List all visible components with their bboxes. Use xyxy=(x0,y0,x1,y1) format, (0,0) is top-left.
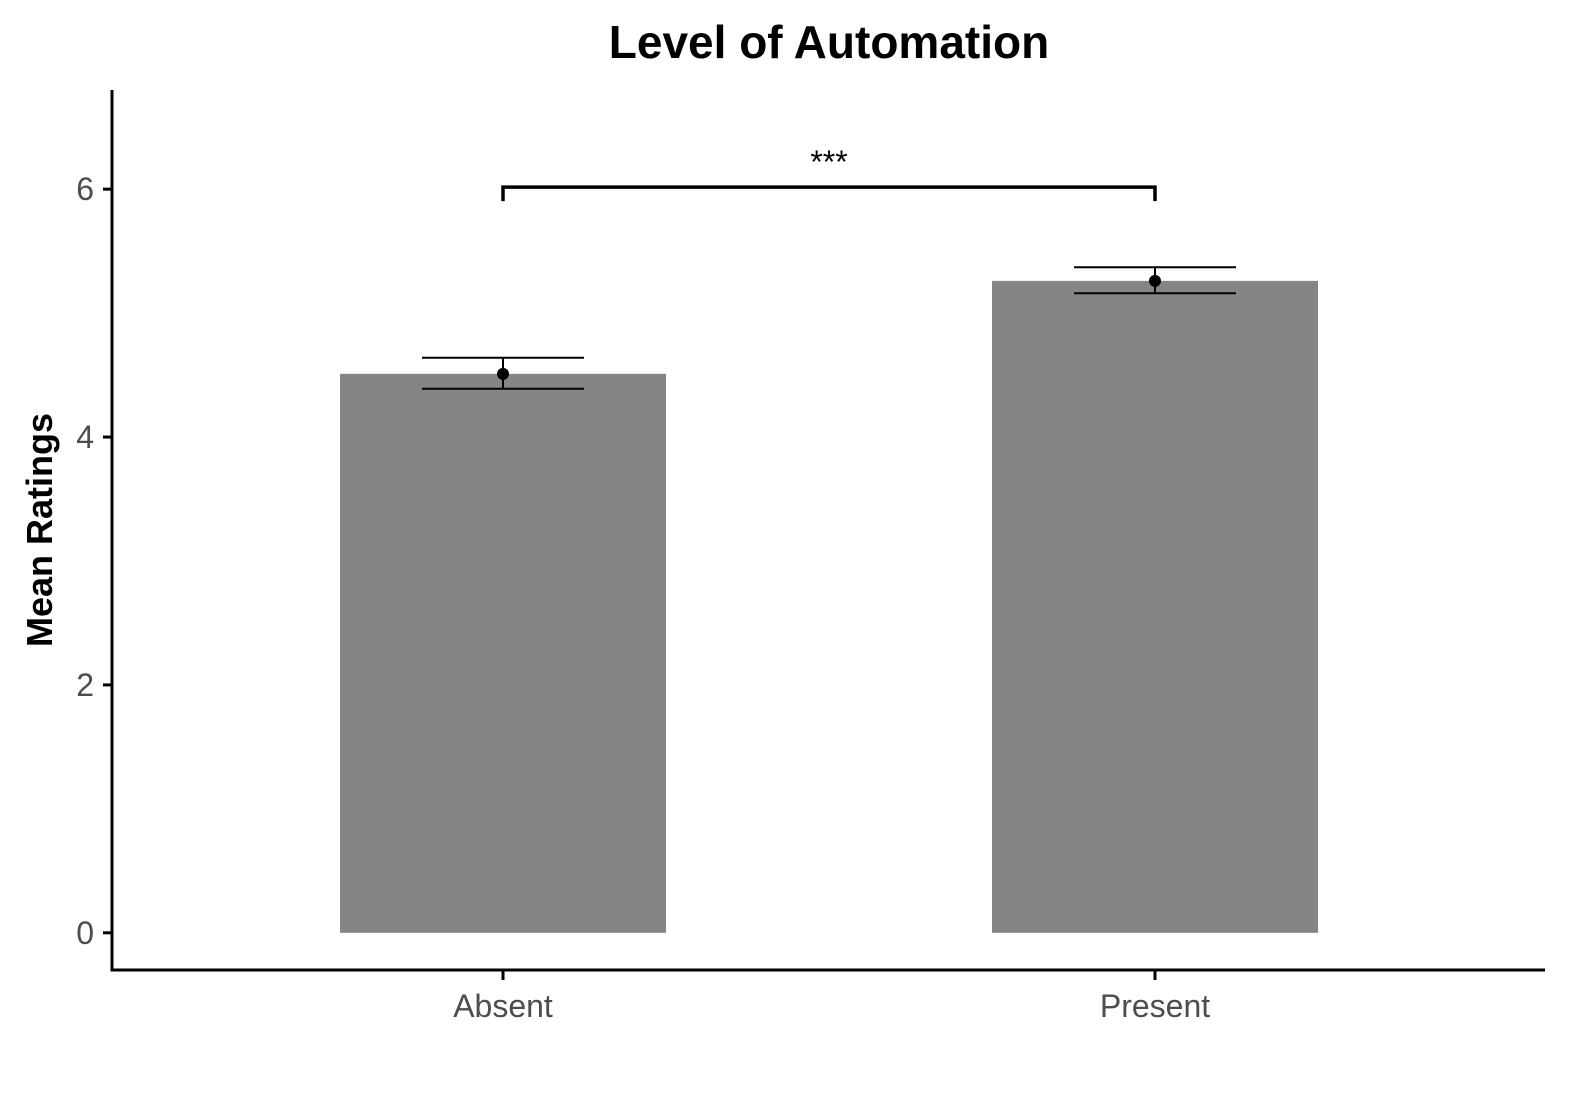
y-tick-label-6: 6 xyxy=(76,171,94,207)
significance-bracket xyxy=(501,185,1157,202)
significance-label: *** xyxy=(810,144,847,180)
mean-point-absent xyxy=(497,367,509,380)
y-axis-label: Mean Ratings xyxy=(19,413,60,647)
chart-title: Level of Automation xyxy=(609,16,1049,68)
y-tick-label-2: 2 xyxy=(76,667,94,703)
x-tick-label-present: Present xyxy=(1100,988,1210,1024)
bar-present xyxy=(992,280,1318,933)
plot-area: 0 2 4 6 Absent Present *** xyxy=(76,90,1545,1024)
x-tick-label-absent: Absent xyxy=(453,988,553,1024)
y-tick-label-4: 4 xyxy=(76,419,94,455)
y-tick-label-0: 0 xyxy=(76,915,94,951)
mean-point-present xyxy=(1149,274,1161,287)
bar-absent xyxy=(340,373,666,933)
